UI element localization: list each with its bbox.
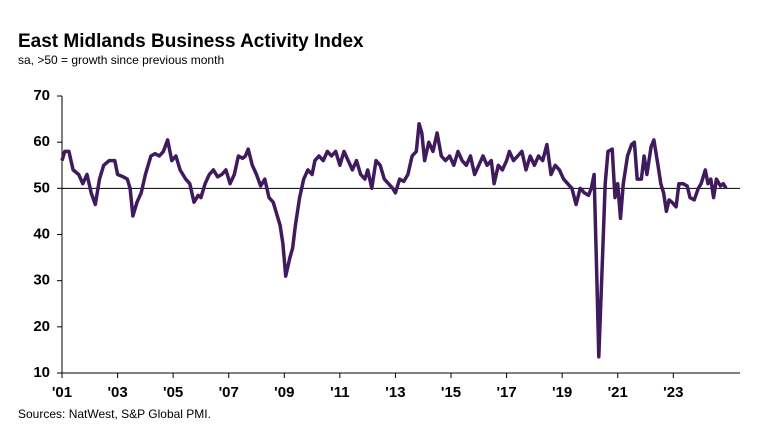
source-note: Sources: NatWest, S&P Global PMI. xyxy=(18,407,211,421)
x-tick-label: '07 xyxy=(219,384,239,401)
x-tick-label: '23 xyxy=(663,384,683,401)
y-tick-label: 60 xyxy=(33,133,50,150)
y-tick-label: 20 xyxy=(33,318,50,335)
y-tick-label: 30 xyxy=(33,272,50,289)
x-tick-label: '09 xyxy=(274,384,294,401)
x-tick-label: '21 xyxy=(608,384,628,401)
x-tick-label: '03 xyxy=(107,384,127,401)
chart-title: East Midlands Business Activity Index xyxy=(18,31,364,52)
x-tick-label: '15 xyxy=(441,384,461,401)
y-tick-label: 40 xyxy=(33,225,50,242)
x-tick-label: '11 xyxy=(330,384,349,401)
x-tick-label: '19 xyxy=(552,384,572,401)
y-tick-label: 50 xyxy=(33,179,50,196)
x-tick-label: '17 xyxy=(496,384,516,401)
x-tick-label: '13 xyxy=(385,384,405,401)
data-line xyxy=(60,121,728,359)
x-tick-label: '05 xyxy=(163,384,183,401)
chart-subtitle: sa, >50 = growth since previous month xyxy=(18,53,224,67)
y-tick-label: 10 xyxy=(33,364,50,381)
y-tick-label: 70 xyxy=(33,87,50,104)
x-tick-label: '01 xyxy=(52,384,72,401)
